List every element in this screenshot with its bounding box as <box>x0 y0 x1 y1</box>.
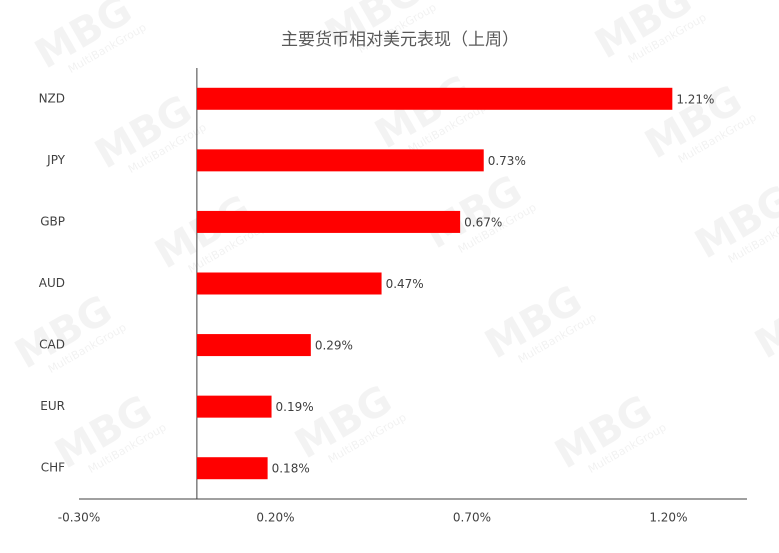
bar <box>196 272 382 295</box>
bar <box>196 395 272 418</box>
y-tick-label: JPY <box>46 153 66 167</box>
bar <box>196 149 484 172</box>
data-label: 0.67% <box>464 215 502 229</box>
data-label: 0.47% <box>386 277 424 291</box>
y-tick-label: CHF <box>41 461 65 475</box>
data-label: 1.21% <box>676 92 714 106</box>
x-tick-label: 0.20% <box>256 511 294 525</box>
y-tick-label: AUD <box>39 276 65 290</box>
bar <box>196 87 673 110</box>
data-label: 0.18% <box>272 462 310 476</box>
data-label: 0.19% <box>276 400 314 414</box>
x-tick-label: 1.20% <box>649 511 687 525</box>
y-tick-label: CAD <box>39 338 65 352</box>
y-tick-label: GBP <box>40 214 65 228</box>
x-tick-label: -0.30% <box>58 511 100 525</box>
bar <box>196 457 268 480</box>
data-label: 0.73% <box>488 154 526 168</box>
y-tick-label: NZD <box>39 91 65 105</box>
chart-title: 主要货币相对美元表现（上周） <box>281 30 519 50</box>
bar <box>196 334 311 357</box>
y-tick-label: EUR <box>40 399 65 413</box>
data-label: 0.29% <box>315 339 353 353</box>
bar <box>196 210 461 233</box>
x-tick-label: 0.70% <box>453 511 491 525</box>
